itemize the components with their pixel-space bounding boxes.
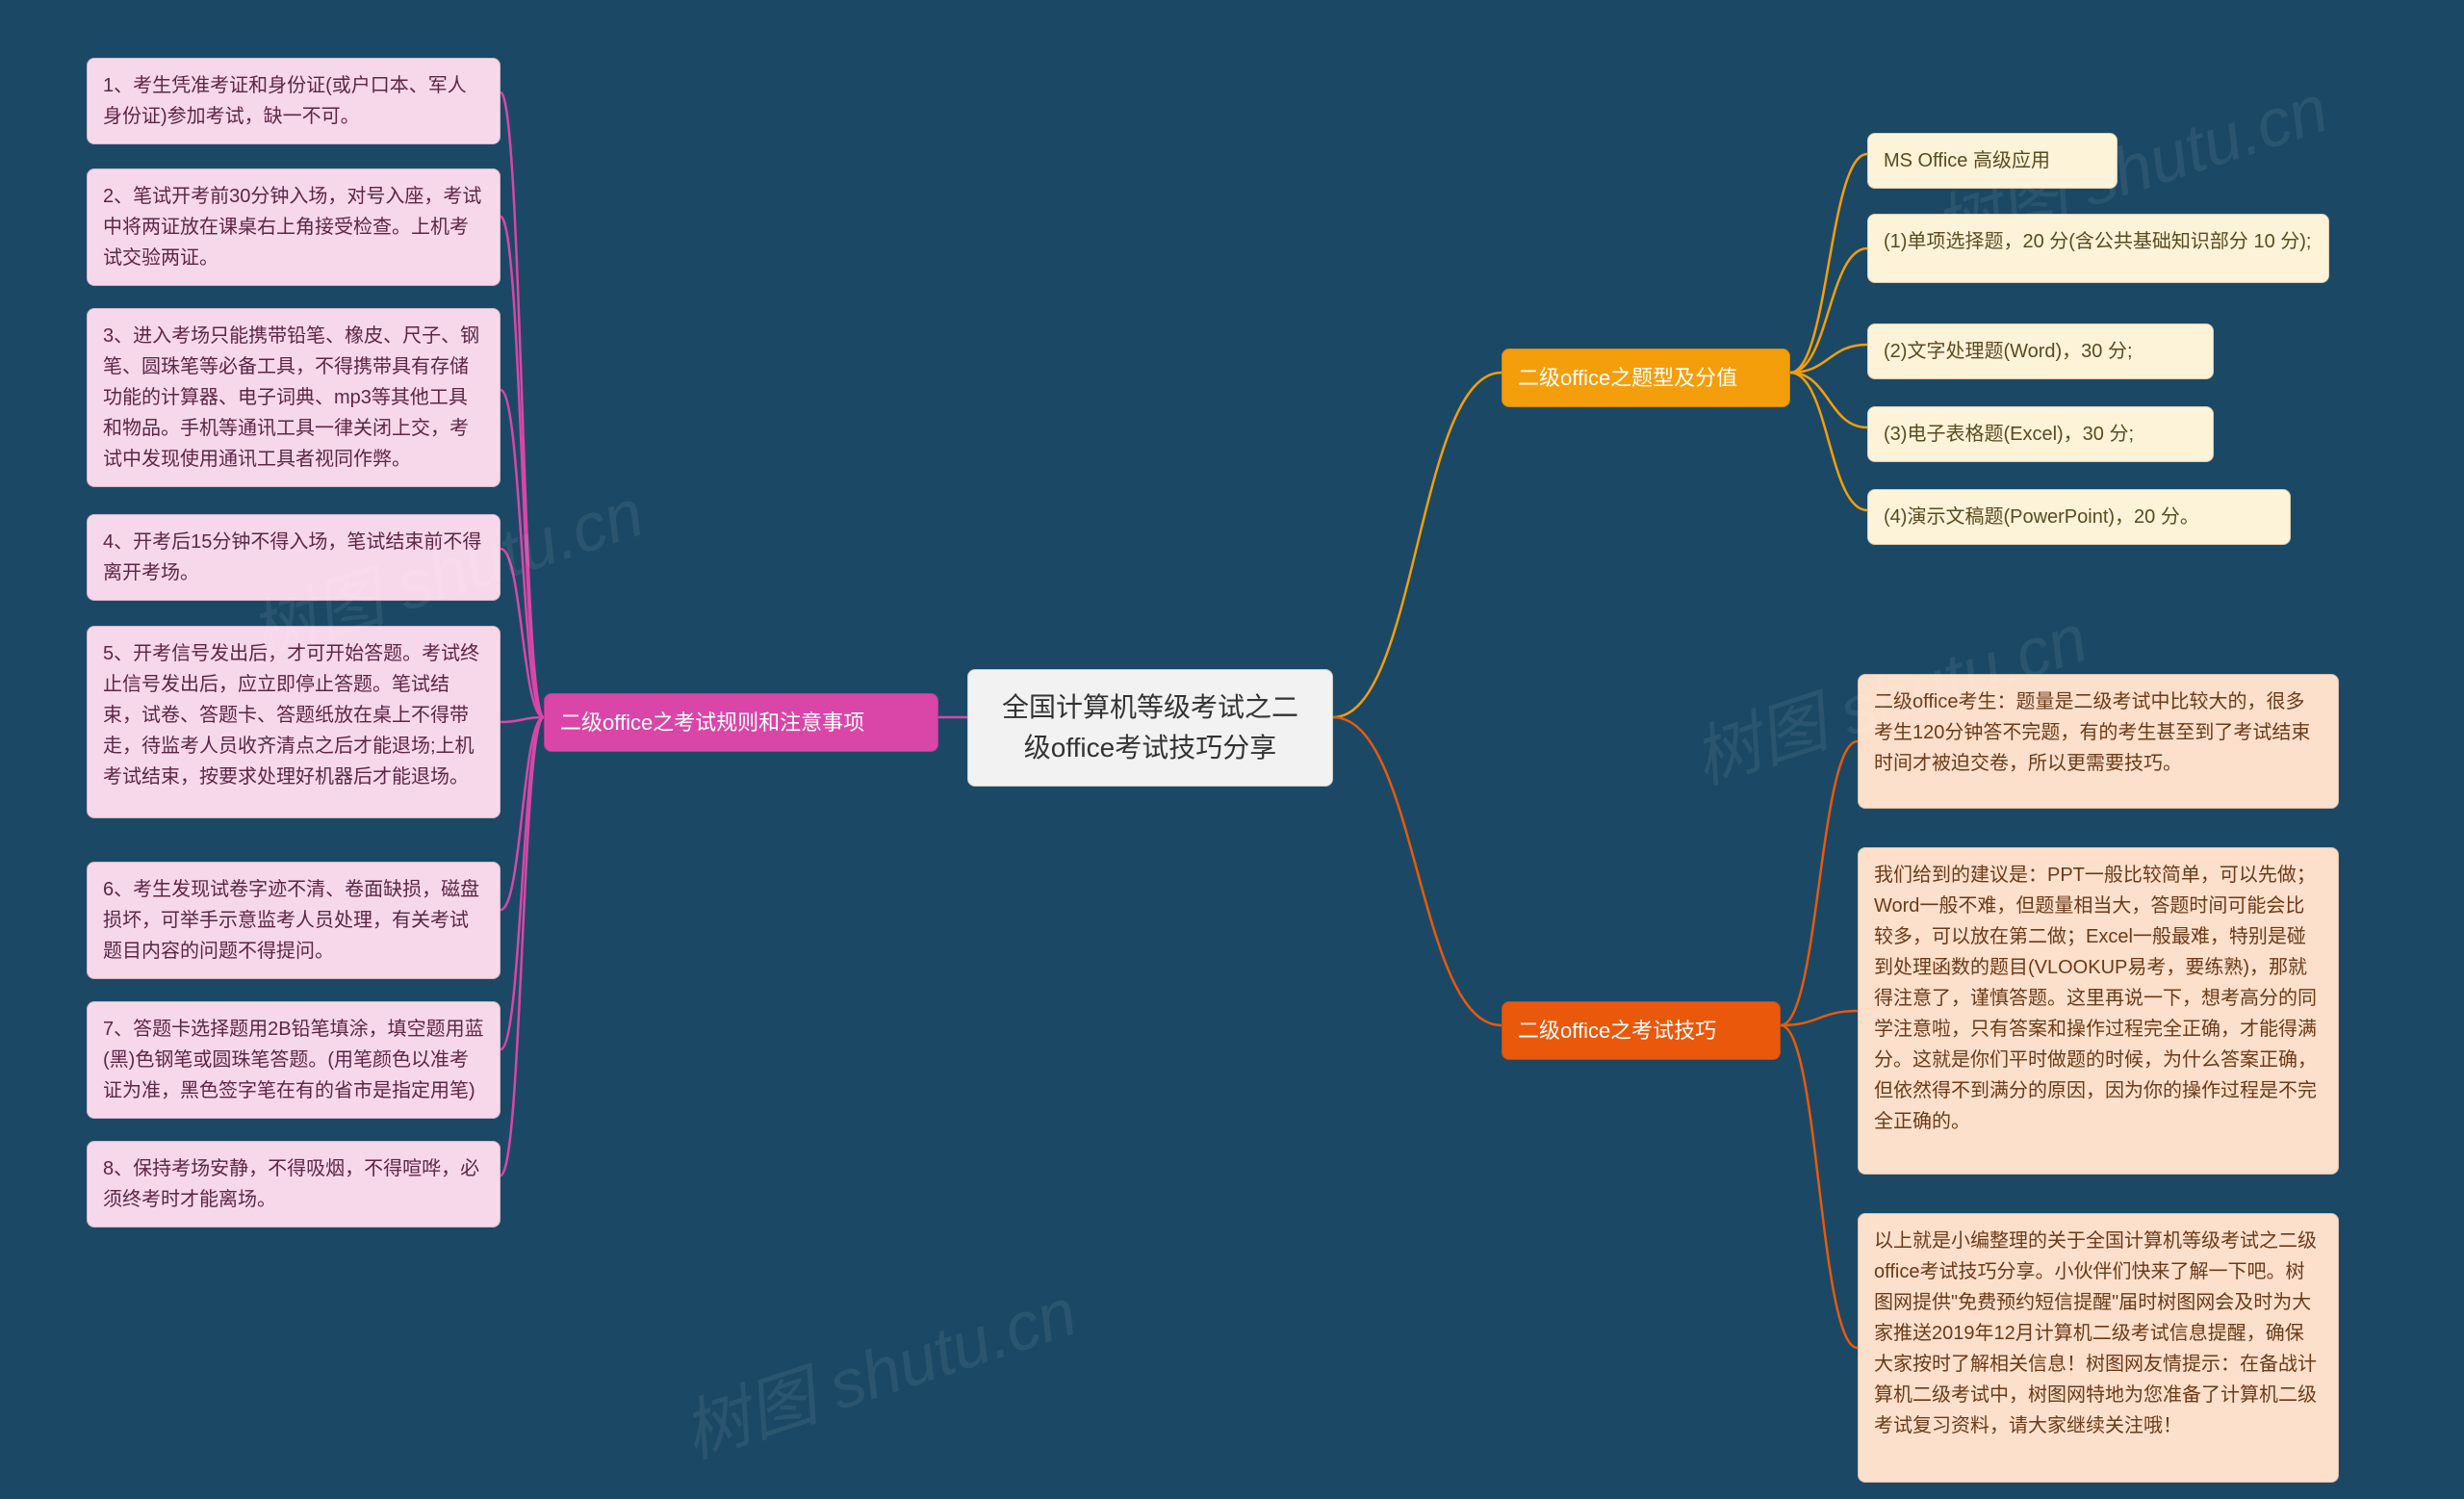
rules-leaf-5: 6、考生发现试卷字迹不清、卷面缺损，磁盘损坏，可举手示意监考人员处理，有关考试题… bbox=[87, 862, 500, 979]
branch-tips: 二级office之考试技巧 bbox=[1502, 1001, 1781, 1060]
types-leaf-4-text: (4)演示文稿题(PowerPoint)，20 分。 bbox=[1884, 506, 2199, 528]
rules-leaf-0: 1、考生凭准考证和身份证(或户口本、军人身份证)参加考试，缺一不可。 bbox=[87, 58, 500, 144]
rules-leaf-1: 2、笔试开考前30分钟入场，对号入座，考试中将两证放在课桌右上角接受检查。上机考… bbox=[87, 168, 500, 286]
branch-rules: 二级office之考试规则和注意事项 bbox=[544, 693, 938, 752]
watermark: 树图 shutu.cn bbox=[669, 1258, 1088, 1477]
rules-leaf-7-text: 8、保持考场安静，不得吸烟，不得喧哗，必须终考时才能离场。 bbox=[103, 1158, 479, 1210]
rules-leaf-3-text: 4、开考后15分钟不得入场，笔试结束前不得离开考场。 bbox=[103, 531, 481, 583]
root-node: 全国计算机等级考试之二级office考试技巧分享 bbox=[967, 669, 1333, 787]
types-leaf-2-text: (2)文字处理题(Word)，30 分; bbox=[1884, 341, 2133, 362]
rules-leaf-4-text: 5、开考信号发出后，才可开始答题。考试终止信号发出后，应立即停止答题。笔试结束，… bbox=[103, 643, 479, 788]
types-leaf-1-text: (1)单项选择题，20 分(含公共基础知识部分 10 分); bbox=[1884, 231, 2311, 252]
rules-leaf-3: 4、开考后15分钟不得入场，笔试结束前不得离开考场。 bbox=[87, 514, 500, 601]
types-leaf-1: (1)单项选择题，20 分(含公共基础知识部分 10 分); bbox=[1867, 214, 2329, 283]
rules-leaf-1-text: 2、笔试开考前30分钟入场，对号入座，考试中将两证放在课桌右上角接受检查。上机考… bbox=[103, 186, 481, 269]
tips-leaf-2-text: 以上就是小编整理的关于全国计算机等级考试之二级office考试技巧分享。小伙伴们… bbox=[1874, 1230, 2317, 1436]
rules-leaf-6: 7、答题卡选择题用2B铅笔填涂，填空题用蓝(黑)色钢笔或圆珠笔答题。(用笔颜色以… bbox=[87, 1001, 500, 1119]
types-leaf-0-text: MS Office 高级应用 bbox=[1884, 150, 2050, 171]
types-leaf-0: MS Office 高级应用 bbox=[1867, 133, 2118, 189]
branch-types-label: 二级office之题型及分值 bbox=[1518, 366, 1737, 390]
root-title: 全国计算机等级考试之二级office考试技巧分享 bbox=[1002, 692, 1298, 762]
tips-leaf-2: 以上就是小编整理的关于全国计算机等级考试之二级office考试技巧分享。小伙伴们… bbox=[1858, 1213, 2339, 1483]
tips-leaf-0: 二级office考生：题量是二级考试中比较大的，很多考生120分钟答不完题，有的… bbox=[1858, 674, 2339, 809]
tips-leaf-1: 我们给到的建议是：PPT一般比较简单，可以先做；Word一般不难，但题量相当大，… bbox=[1858, 847, 2339, 1175]
rules-leaf-6-text: 7、答题卡选择题用2B铅笔填涂，填空题用蓝(黑)色钢笔或圆珠笔答题。(用笔颜色以… bbox=[103, 1019, 484, 1101]
rules-leaf-4: 5、开考信号发出后，才可开始答题。考试终止信号发出后，应立即停止答题。笔试结束，… bbox=[87, 626, 500, 818]
rules-leaf-2: 3、进入考场只能携带铅笔、橡皮、尺子、钢笔、圆珠笔等必备工具，不得携带具有存储功… bbox=[87, 308, 500, 487]
rules-leaf-5-text: 6、考生发现试卷字迹不清、卷面缺损，磁盘损坏，可举手示意监考人员处理，有关考试题… bbox=[103, 879, 479, 962]
branch-types: 二级office之题型及分值 bbox=[1502, 349, 1790, 407]
rules-leaf-7: 8、保持考场安静，不得吸烟，不得喧哗，必须终考时才能离场。 bbox=[87, 1141, 500, 1228]
types-leaf-3-text: (3)电子表格题(Excel)，30 分; bbox=[1884, 424, 2134, 445]
rules-leaf-0-text: 1、考生凭准考证和身份证(或户口本、军人身份证)参加考试，缺一不可。 bbox=[103, 75, 467, 127]
types-leaf-2: (2)文字处理题(Word)，30 分; bbox=[1867, 323, 2214, 379]
tips-leaf-1-text: 我们给到的建议是：PPT一般比较简单，可以先做；Word一般不难，但题量相当大，… bbox=[1874, 865, 2317, 1132]
rules-leaf-2-text: 3、进入考场只能携带铅笔、橡皮、尺子、钢笔、圆珠笔等必备工具，不得携带具有存储功… bbox=[103, 325, 479, 470]
branch-rules-label: 二级office之考试规则和注意事项 bbox=[560, 711, 864, 735]
tips-leaf-0-text: 二级office考生：题量是二级考试中比较大的，很多考生120分钟答不完题，有的… bbox=[1874, 691, 2310, 774]
branch-tips-label: 二级office之考试技巧 bbox=[1518, 1019, 1716, 1043]
types-leaf-3: (3)电子表格题(Excel)，30 分; bbox=[1867, 406, 2214, 462]
types-leaf-4: (4)演示文稿题(PowerPoint)，20 分。 bbox=[1867, 489, 2291, 545]
